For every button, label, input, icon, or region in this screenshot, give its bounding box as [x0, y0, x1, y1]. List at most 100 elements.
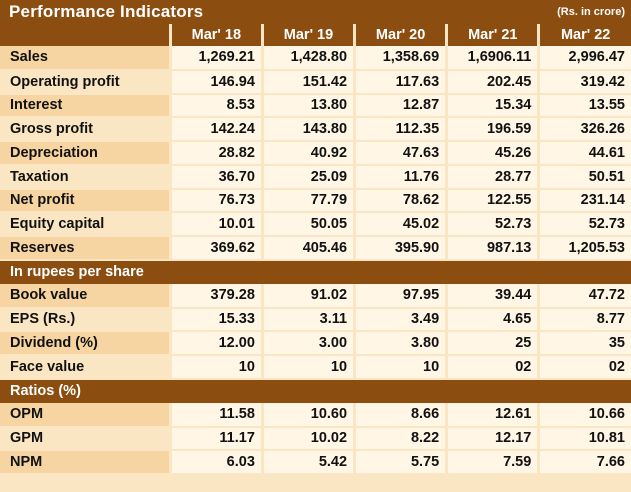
table-cell: 52.73 [537, 212, 631, 237]
table-cell: 10 [168, 355, 263, 380]
row-label: Net profit [0, 188, 171, 214]
table-cell: 13.80 [260, 93, 355, 119]
indicators-table: Mar' 18 Mar' 19 Mar' 20 Mar' 21 Mar' 22 … [0, 24, 631, 475]
table-row: Depreciation 28.82 40.92 47.63 45.26 44.61 [0, 141, 631, 166]
table-cell: 231.14 [537, 188, 631, 214]
row-label: NPM [0, 450, 171, 475]
table-cell: 8.66 [353, 402, 447, 428]
table-cell: 143.80 [260, 117, 355, 142]
table-cell: 8.53 [168, 93, 263, 119]
table-cell: 13.55 [537, 93, 631, 119]
row-label: Operating profit [0, 69, 171, 95]
table-cell: 39.44 [445, 283, 539, 309]
table-cell: 319.42 [537, 69, 631, 95]
table-cell: 36.70 [168, 164, 263, 190]
column-header: Mar' 20 [353, 24, 447, 46]
row-label: Sales [0, 46, 171, 71]
table-cell: 50.51 [537, 164, 631, 190]
table-cell: 10 [260, 355, 355, 380]
table-cell: 11.76 [353, 164, 447, 190]
table-cell: 142.24 [168, 117, 263, 142]
row-label: Depreciation [0, 141, 171, 166]
section-title: In rupees per share [0, 259, 631, 284]
table-cell: 326.26 [537, 117, 631, 142]
column-header: Mar' 21 [445, 24, 539, 46]
table-cell: 11.17 [168, 426, 263, 452]
table-cell: 3.49 [353, 307, 447, 333]
table-row: Operating profit 146.94 151.42 117.63 202.45… [0, 69, 631, 95]
table-cell: 117.63 [353, 69, 447, 95]
table-cell: 02 [445, 355, 539, 380]
row-label: GPM [0, 426, 171, 452]
column-header: Mar' 22 [537, 24, 631, 46]
table-cell: 10.66 [537, 402, 631, 428]
row-label: Book value [0, 283, 171, 309]
table-cell: 10.81 [537, 426, 631, 452]
table-cell: 47.72 [537, 283, 631, 309]
table-cell: 52.73 [445, 212, 539, 237]
table-cell: 40.92 [260, 141, 355, 166]
table-cell: 379.28 [168, 283, 263, 309]
table-row: EPS (Rs.) 15.33 3.11 3.49 4.65 8.77 [0, 307, 631, 333]
table-cell: 78.62 [353, 188, 447, 214]
row-label: OPM [0, 402, 171, 428]
table-cell: 97.95 [353, 283, 447, 309]
table-cell: 50.05 [260, 212, 355, 237]
table-cell: 196.59 [445, 117, 539, 142]
table-cell: 369.62 [168, 236, 263, 261]
section-header-ratios: Ratios (%) [0, 378, 631, 403]
table-cell: 12.00 [168, 331, 263, 356]
table-row: Dividend (%) 12.00 3.00 3.80 25 35 [0, 331, 631, 356]
table-cell: 405.46 [260, 236, 355, 261]
table-cell: 12.17 [445, 426, 539, 452]
table-row: Book value 379.28 91.02 97.95 39.44 47.72 [0, 283, 631, 309]
table-cell: 15.33 [168, 307, 263, 333]
table-cell: 5.42 [260, 450, 355, 475]
table-cell: 1,428.80 [260, 46, 355, 71]
table-row: NPM 6.03 5.42 5.75 7.59 7.66 [0, 450, 631, 475]
table-row: Reserves 369.62 405.46 395.90 987.13 1,205.53 [0, 236, 631, 261]
row-label: Face value [0, 355, 171, 380]
table-row: Face value 10 10 10 02 02 [0, 355, 631, 380]
table-cell: 3.00 [260, 331, 355, 356]
table-row: Taxation 36.70 25.09 11.76 28.77 50.51 [0, 164, 631, 190]
table-cell: 7.66 [537, 450, 631, 475]
table-cell: 10.01 [168, 212, 263, 237]
table-cell: 6.03 [168, 450, 263, 475]
table-cell: 202.45 [445, 69, 539, 95]
table-cell: 1,358.69 [353, 46, 447, 71]
table-cell: 2,996.47 [537, 46, 631, 71]
table-cell: 11.58 [168, 402, 263, 428]
table-cell: 12.87 [353, 93, 447, 119]
table-cell: 8.22 [353, 426, 447, 452]
table-cell: 28.77 [445, 164, 539, 190]
row-label: Taxation [0, 164, 171, 190]
table-cell: 987.13 [445, 236, 539, 261]
row-label: Reserves [0, 236, 171, 261]
table-cell: 12.61 [445, 402, 539, 428]
row-label: Gross profit [0, 117, 171, 142]
table-cell: 02 [537, 355, 631, 380]
table-cell: 146.94 [168, 69, 263, 95]
panel-title: Performance Indicators [9, 2, 204, 21]
table-cell: 45.26 [445, 141, 539, 166]
table-cell: 112.35 [353, 117, 447, 142]
table-cell: 10 [353, 355, 447, 380]
unit-note: (Rs. in crore) [557, 6, 625, 18]
row-label: Interest [0, 93, 171, 119]
table-cell: 47.63 [353, 141, 447, 166]
table-cell: 45.02 [353, 212, 447, 237]
table-cell: 25 [445, 331, 539, 356]
table-row: Net profit 76.73 77.79 78.62 122.55 231.14 [0, 188, 631, 214]
table-cell: 25.09 [260, 164, 355, 190]
table-cell: 1,6906.11 [445, 46, 539, 71]
row-label: Equity capital [0, 212, 171, 237]
table-cell: 77.79 [260, 188, 355, 214]
table-cell: 15.34 [445, 93, 539, 119]
table-row: Equity capital 10.01 50.05 45.02 52.73 52.73 [0, 212, 631, 237]
table-row: OPM 11.58 10.60 8.66 12.61 10.66 [0, 402, 631, 428]
table-cell: 151.42 [260, 69, 355, 95]
table-cell: 122.55 [445, 188, 539, 214]
table-cell: 10.02 [260, 426, 355, 452]
